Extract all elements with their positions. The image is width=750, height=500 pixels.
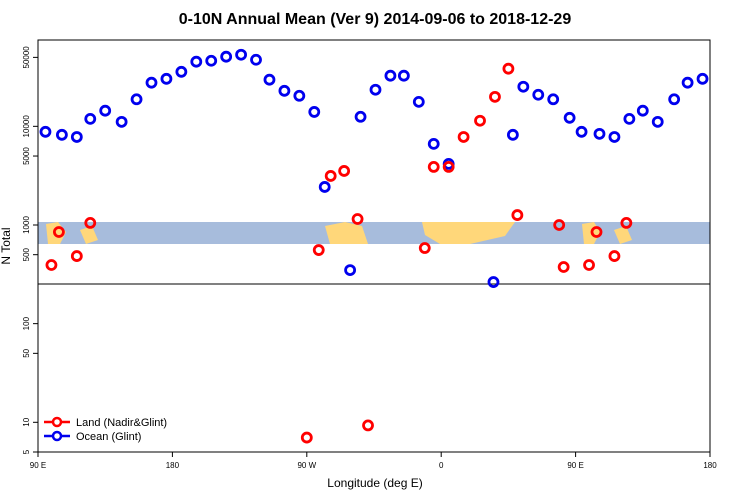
point [696, 72, 709, 85]
point [418, 242, 431, 254]
point [263, 73, 276, 86]
point [506, 128, 519, 141]
series-0 [45, 62, 633, 444]
point [412, 95, 425, 108]
point [623, 112, 636, 125]
x-tick-label: 180 [166, 461, 180, 470]
point [300, 431, 313, 444]
point [190, 55, 203, 68]
point [474, 114, 486, 127]
point [99, 104, 112, 117]
y-tick-label: 100 [22, 316, 31, 330]
y-tick-label: 5000 [22, 147, 31, 165]
point [553, 219, 566, 231]
point [557, 261, 570, 273]
series-1 [39, 48, 709, 288]
point [70, 250, 83, 262]
y-tick-label: 10 [22, 417, 31, 426]
y-tick-label: 1000 [22, 216, 31, 234]
point [53, 226, 65, 238]
point [235, 48, 247, 61]
point [547, 93, 560, 106]
point [620, 216, 633, 229]
map-strip [38, 222, 710, 244]
point [593, 127, 606, 140]
point [354, 110, 367, 123]
point [84, 112, 97, 125]
point [130, 93, 143, 106]
point [668, 93, 681, 106]
x-tick-label: 90 E [30, 461, 46, 470]
y-axis-label: N Total [0, 227, 13, 264]
point [278, 84, 291, 97]
point [590, 226, 603, 238]
point [324, 170, 337, 182]
point [351, 213, 364, 225]
point [442, 160, 455, 173]
legend-swatch [51, 430, 63, 442]
x-tick-label: 0 [439, 461, 444, 470]
point [312, 244, 325, 256]
point [250, 53, 262, 66]
point [362, 419, 374, 432]
point [681, 76, 694, 89]
x-tick-label: 90 E [567, 461, 583, 470]
point [427, 160, 440, 173]
point [70, 131, 83, 143]
chart-title: 0-10N Annual Mean (Ver 9) 2014-09-06 to … [179, 11, 572, 28]
point [651, 115, 664, 128]
point [457, 131, 470, 143]
point [45, 259, 58, 271]
point [575, 125, 588, 138]
y-tick-label: 5 [22, 449, 31, 454]
x-axis-label: Longitude (deg E) [327, 476, 422, 490]
point [502, 62, 515, 75]
point [583, 259, 595, 271]
plot-frame [37, 39, 711, 453]
point [39, 125, 52, 138]
point [517, 80, 530, 93]
point [145, 76, 158, 89]
point [115, 115, 128, 128]
point [636, 104, 649, 117]
point [369, 83, 382, 96]
y-tick-label: 50 [22, 348, 31, 357]
point [384, 69, 397, 82]
point [608, 131, 621, 143]
point [532, 88, 545, 101]
legend-label: Ocean (Glint) [76, 431, 141, 443]
point [293, 89, 306, 102]
point [338, 165, 351, 177]
point [318, 181, 331, 193]
point [397, 69, 410, 82]
point [205, 54, 218, 67]
legend-swatch [51, 416, 63, 428]
point [344, 264, 357, 276]
point [511, 209, 524, 221]
point [608, 250, 621, 262]
point [427, 137, 440, 150]
legend-label: Land (Nadir&Glint) [76, 417, 167, 429]
y-tick-label: 10000 [22, 115, 31, 138]
x-tick-label: 180 [703, 461, 717, 470]
point [55, 128, 68, 141]
point [220, 50, 233, 63]
point [308, 106, 321, 118]
point [563, 111, 576, 124]
y-tick-label: 50000 [22, 46, 31, 69]
point [175, 65, 188, 78]
y-tick-label: 500 [22, 247, 31, 261]
point [84, 216, 97, 229]
point [160, 72, 173, 85]
point [489, 90, 501, 103]
x-tick-label: 90 W [297, 461, 316, 470]
point [487, 276, 500, 288]
